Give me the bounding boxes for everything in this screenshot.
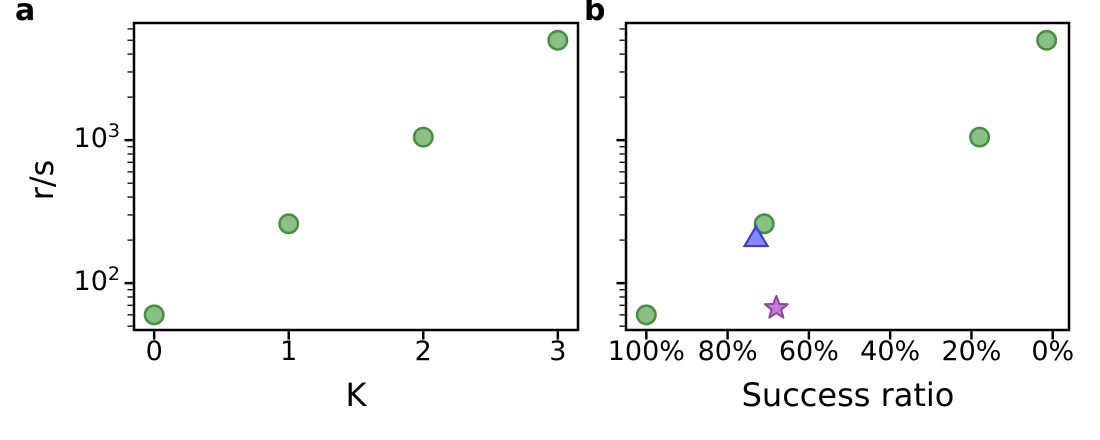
marker-circle (1036, 29, 1058, 51)
marker-circle (278, 213, 300, 235)
x-tick-label: 2 (414, 336, 432, 367)
marker-circle (412, 126, 434, 148)
y-tick-exponent: 2 (107, 263, 120, 286)
y-tick-label: 102 (73, 263, 120, 298)
x-tick-label: 40% (860, 336, 921, 367)
marker-circle (143, 304, 165, 326)
y-axis-label: r/s (23, 159, 61, 201)
x-tick-label: 1 (280, 336, 298, 367)
marker-circle (547, 29, 569, 51)
x-tick-label: 80% (697, 336, 758, 367)
x-tick-label: 3 (549, 336, 567, 367)
x-axis-label-a: K (345, 376, 367, 414)
panel-label-b: b (584, 0, 606, 28)
panel-label-a: a (15, 0, 36, 28)
marker-circle (753, 213, 775, 235)
plot-border-b (624, 21, 1071, 332)
marker-triangle (742, 224, 770, 248)
plot-border-a (132, 21, 580, 332)
marker-circle (635, 304, 657, 326)
x-tick-label: 0% (1031, 336, 1075, 367)
x-tick-label: 0 (145, 336, 163, 367)
x-tick-label: 100% (607, 336, 685, 367)
y-tick-label: 103 (73, 120, 120, 155)
x-axis-label-b: Success ratio (741, 376, 955, 414)
x-tick-label: 60% (778, 336, 839, 367)
marker-star (763, 294, 789, 319)
x-tick-label: 20% (941, 336, 1002, 367)
y-tick-exponent: 3 (107, 120, 120, 143)
marker-circle (969, 126, 991, 148)
